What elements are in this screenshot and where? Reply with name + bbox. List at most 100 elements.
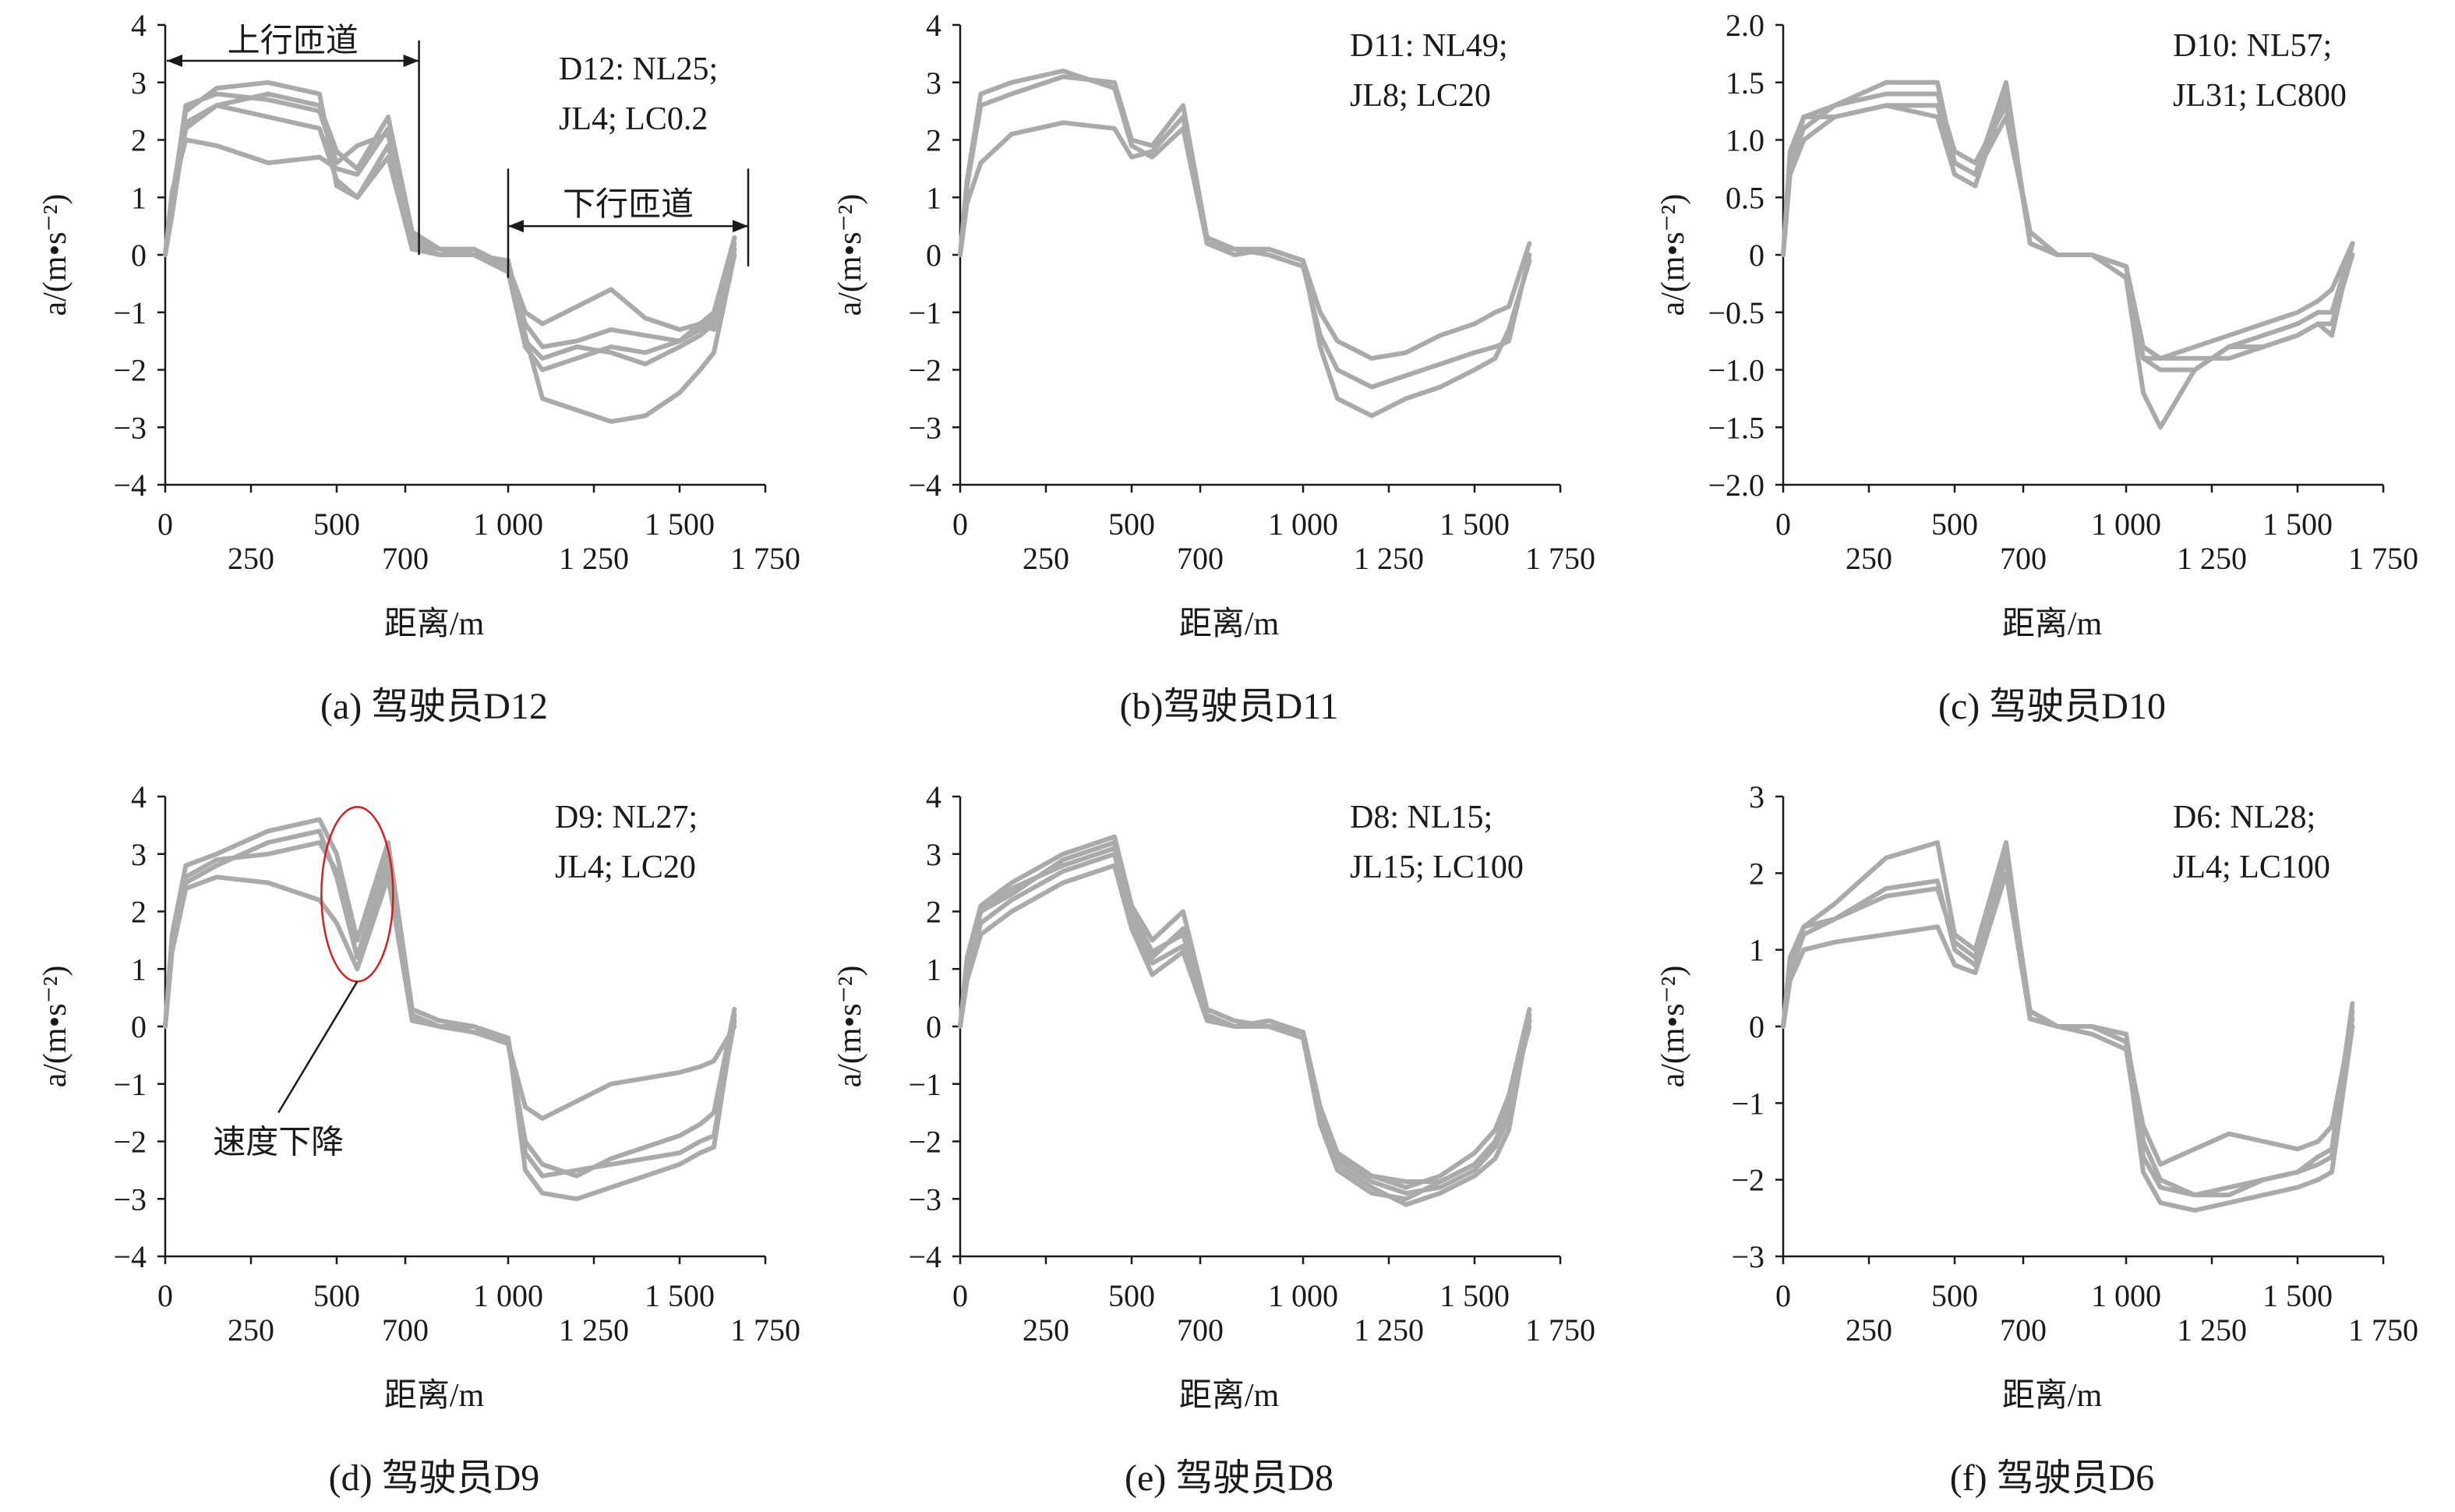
series-line-3 [1781, 871, 2355, 1213]
driver-info-line: JL4; LC0.2 [559, 101, 708, 137]
x-tick-label: 1 250 [1354, 1312, 1424, 1348]
x-tick-label: 1 500 [2262, 1278, 2333, 1313]
y-tick-label: 2 [131, 895, 147, 930]
y-tick-label: 2 [1749, 856, 1764, 891]
y-tick-label: −3 [908, 410, 941, 445]
x-tick-label: 1 250 [2177, 1312, 2247, 1348]
y-tick-label: −4 [113, 1239, 147, 1274]
y-tick-label: −1 [908, 295, 941, 330]
x-tick-label: 250 [228, 1312, 274, 1348]
x-tick-label: 0 [1775, 507, 1791, 542]
y-tick-label: 0 [1749, 238, 1764, 273]
x-tick-label: 500 [1931, 507, 1978, 542]
series-line-2 [1781, 91, 2355, 430]
y-tick-label: −2.0 [1708, 468, 1764, 503]
series-line-3 [958, 834, 1532, 1190]
y-axis-label: a/(m•s⁻²) [1655, 194, 1691, 316]
down-ramp-label: 下行匝道 [563, 187, 694, 223]
x-tick-label: 500 [1108, 507, 1155, 542]
x-tick-label: 700 [1177, 541, 1224, 576]
series-line-5 [958, 840, 1532, 1185]
x-tick-label: 250 [1023, 541, 1069, 576]
x-axis-label: 距离/m [2002, 606, 2103, 642]
y-axis-label: a/(m•s⁻²) [832, 194, 868, 316]
speed-drop-leader [277, 980, 359, 1114]
y-axis-label: a/(m•s⁻²) [832, 966, 868, 1088]
x-tick-label: 250 [1023, 1312, 1069, 1348]
chart-panel-b: 4 3 2 1 0 −1 −2 −3 −4 0 500 1 000 1 500 250 700 1 250 1 … [832, 8, 1595, 727]
y-tick-label: 0 [926, 238, 941, 273]
x-tick-label: 500 [1108, 1278, 1155, 1313]
y-tick-label: −3 [113, 1182, 147, 1217]
x-tick-label: 0 [952, 1278, 968, 1313]
driver-info-line: JL8; LC20 [1350, 78, 1491, 114]
y-tick-label: −4 [908, 468, 941, 503]
y-tick-label: −3 [1731, 1239, 1764, 1274]
x-tick-label: 700 [1177, 1312, 1224, 1348]
x-axis-label: 距离/m [1179, 1377, 1280, 1414]
y-tick-label: 3 [926, 65, 941, 101]
y-tick-label: −1 [1731, 1086, 1764, 1121]
x-tick-label: 1 500 [645, 507, 715, 542]
x-tick-label: 0 [157, 1278, 173, 1313]
driver-info-line: JL4; LC100 [2173, 850, 2330, 885]
series-line-4 [1781, 847, 2355, 1198]
x-tick-label: 250 [228, 541, 274, 576]
series-line-4 [1781, 79, 2355, 373]
x-tick-label: 1 500 [1439, 1278, 1510, 1313]
x-tick-label: 1 500 [645, 1278, 715, 1313]
x-tick-label: 1 250 [559, 541, 629, 576]
y-tick-label: −3 [113, 410, 147, 445]
series-line-1 [1781, 91, 2355, 361]
y-tick-label: 1 [131, 952, 147, 987]
arrow-head [508, 220, 524, 233]
x-tick-label: 1 750 [1525, 541, 1595, 576]
x-tick-label: 1 750 [730, 541, 800, 576]
series-line-3 [1781, 79, 2355, 361]
panel-caption: (f) 驾驶员D6 [1950, 1457, 2155, 1499]
y-tick-label: −4 [908, 1239, 941, 1274]
y-tick-label: 4 [131, 8, 147, 43]
speed-drop-label: 速度下降 [213, 1125, 344, 1161]
x-tick-label: 700 [382, 1312, 429, 1348]
y-tick-label: 2.0 [1726, 8, 1764, 43]
y-tick-label: 0.5 [1726, 180, 1764, 215]
y-tick-label: 4 [131, 779, 147, 814]
x-tick-label: 500 [313, 1278, 360, 1313]
series-line-2 [163, 79, 737, 373]
y-tick-label: 2 [926, 123, 941, 158]
y-tick-label: 3 [1749, 779, 1764, 814]
y-tick-label: −3 [908, 1182, 941, 1217]
y-tick-label: 1 [131, 180, 147, 215]
y-tick-label: 2 [926, 895, 941, 930]
y-tick-label: −4 [113, 468, 147, 503]
series-line-1 [163, 91, 737, 349]
driver-info-line: D12: NL25; [559, 51, 718, 87]
y-tick-label: −1.5 [1708, 410, 1764, 445]
y-tick-label: 1 [926, 180, 941, 215]
x-tick-label: 500 [313, 507, 360, 542]
arrow-head [167, 55, 182, 67]
panel-caption: (d) 驾驶员D9 [329, 1457, 540, 1499]
x-axis-label: 距离/m [2002, 1377, 2103, 1414]
x-tick-label: 1 000 [2091, 1278, 2161, 1313]
y-tick-label: 1.5 [1726, 65, 1764, 101]
x-tick-label: 1 750 [1525, 1312, 1595, 1348]
driver-info-line: D10: NL57; [2173, 28, 2332, 64]
driver-info-line: D6: NL28; [2173, 800, 2315, 835]
x-axis-label: 距离/m [384, 606, 485, 642]
chart-panel-d: 4 3 2 1 0 −1 −2 −3 −4 0 500 1 000 1 500 250 700 1 250 1 … [37, 779, 800, 1499]
y-tick-label: 4 [926, 8, 941, 43]
panel-caption: (c) 驾驶员D10 [1938, 686, 2166, 727]
y-tick-label: 3 [131, 65, 147, 101]
series-line-1 [958, 74, 1532, 361]
x-tick-label: 1 000 [2091, 507, 2161, 542]
y-tick-label: 1 [926, 952, 941, 987]
chart-panel-e: 4 3 2 1 0 −1 −2 −3 −4 0 500 1 000 1 500 250 700 1 250 1 … [832, 779, 1595, 1499]
y-tick-label: 2 [131, 123, 147, 158]
y-tick-label: 3 [131, 837, 147, 872]
x-tick-label: 1 500 [1439, 507, 1510, 542]
x-tick-label: 250 [1846, 541, 1892, 576]
y-tick-label: 3 [926, 837, 941, 872]
